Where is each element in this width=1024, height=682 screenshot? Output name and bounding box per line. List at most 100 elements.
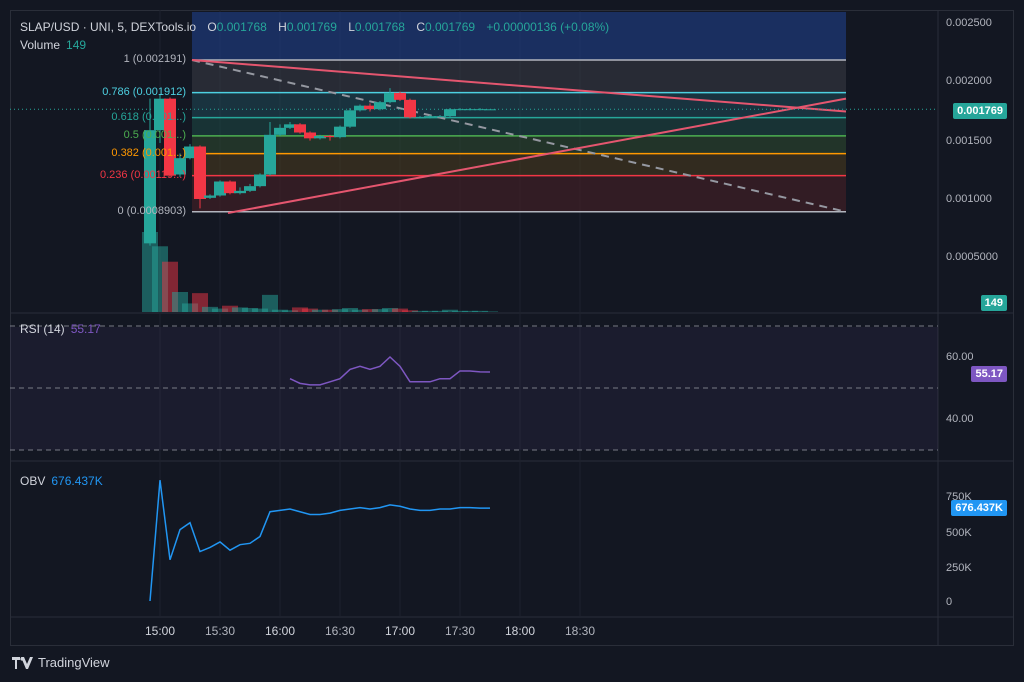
symbol-title[interactable]: SLAP/USD · UNI, 5, DEXTools.io (20, 20, 197, 34)
volume-bar (322, 309, 338, 312)
time-tick: 16:30 (324, 624, 356, 638)
volume-bar (422, 310, 438, 312)
candle-body (174, 158, 186, 175)
open-value: 0.001768 (216, 20, 267, 34)
rsi-tag: 55.17 (971, 366, 1007, 382)
brand-text: TradingView (38, 655, 110, 670)
candle-body (414, 117, 426, 119)
volume-legend[interactable]: Volume 149 (20, 38, 86, 52)
volume-bar (392, 308, 408, 312)
volume-bar (182, 303, 198, 312)
chart-frame (10, 10, 1014, 646)
volume-bar (282, 310, 298, 312)
close-label: C (416, 20, 425, 34)
tradingview-logo[interactable]: TradingView (12, 655, 110, 670)
fib-label: 0.786 (0.001912) (102, 85, 186, 98)
rsi-tick: 40.00 (946, 413, 974, 425)
volume-bar (222, 305, 238, 312)
candle-body (204, 195, 216, 198)
fib-zone (192, 92, 846, 118)
price-tick: 0.0005000 (946, 251, 998, 263)
volume-bar (372, 309, 388, 312)
candle-body (144, 130, 156, 244)
obv-label: OBV (20, 474, 46, 488)
high-value: 0.001769 (286, 20, 337, 34)
volume-bar (212, 308, 228, 312)
ascending-trendline (227, 97, 847, 214)
volume-bar (402, 310, 418, 312)
candle-body (354, 105, 366, 111)
price-tick: 0.001500 (946, 135, 992, 147)
descending-trendline (191, 59, 847, 113)
candle-body (454, 109, 466, 111)
fib-zone (192, 135, 846, 154)
obv-tick: 250K (946, 562, 972, 574)
open-label: O (207, 20, 217, 34)
fib-label: 0.382 (0.001...) (111, 146, 186, 159)
obv-tick: 0 (946, 596, 953, 608)
time-tick: 15:30 (204, 624, 236, 638)
candle-body (334, 126, 346, 138)
volume-bar (412, 310, 428, 312)
volume-bar (232, 307, 248, 312)
candle-body (224, 181, 236, 194)
time-tick: 18:30 (564, 624, 596, 638)
volume-bar (262, 294, 278, 312)
candle-body (424, 116, 436, 118)
volume-label: Volume (20, 38, 61, 52)
volume-bar (442, 309, 458, 312)
fib-label: 0.618 (0.001...) (111, 110, 186, 123)
volume-bar (432, 310, 448, 312)
fib-label: 0.5 (0.001...) (123, 128, 186, 141)
volume-bar (332, 309, 348, 312)
candle-body (464, 109, 476, 111)
candle-body (164, 98, 176, 176)
obv-legend[interactable]: OBV 676.437K (20, 474, 103, 488)
rsi-legend[interactable]: RSI (14) 55.17 (20, 322, 101, 336)
price-tick: 0.002000 (946, 75, 992, 87)
candle-body (314, 136, 326, 139)
volume-bar (242, 308, 258, 312)
change-value: +0.00000136 (+0.08%) (486, 20, 610, 34)
obv-tag: 676.437K (951, 500, 1007, 516)
candle-body (254, 174, 266, 187)
obv-line (149, 480, 491, 602)
candle-body (394, 92, 406, 100)
chart-canvas[interactable] (10, 10, 1014, 646)
rsi-line (289, 355, 491, 386)
volume-bar (292, 307, 308, 312)
low-label: L (348, 20, 355, 34)
volume-bar (362, 309, 378, 312)
time-tick: 17:00 (384, 624, 416, 638)
candle-body (364, 105, 376, 110)
high-label: H (278, 20, 287, 34)
candle-body (154, 98, 166, 131)
candle-body (384, 92, 396, 103)
rsi-value: 55.17 (70, 322, 101, 336)
candle-body (474, 109, 486, 111)
price-tick: 0.002500 (946, 17, 992, 29)
volume-bar (452, 310, 468, 312)
candle-body (244, 186, 256, 191)
candle-body (264, 134, 276, 175)
fib-zone (192, 60, 846, 93)
volume-bar (342, 308, 358, 312)
obv-value: 676.437K (51, 474, 103, 488)
candle-body (344, 110, 356, 127)
volume-bar (302, 308, 318, 312)
fib-zone (192, 175, 846, 212)
candle-body (324, 136, 336, 138)
volume-bar (312, 309, 328, 312)
volume-tag: 149 (980, 295, 1007, 311)
last-price-tag: 0.001769 (953, 103, 1007, 119)
rsi-tick: 60.00 (946, 351, 974, 363)
fib-label: 1 (0.002191) (123, 53, 186, 66)
volume-bar (252, 308, 268, 312)
fib-label: 0 (0.0008903) (117, 204, 187, 217)
fib-label: 0.236 (0.00119...) (99, 168, 186, 181)
candle-body (234, 190, 246, 194)
symbol-legend: SLAP/USD · UNI, 5, DEXTools.io O0.001768… (20, 20, 609, 34)
rsi-label: RSI (14) (20, 322, 65, 336)
candle-body (184, 146, 196, 159)
time-tick: 16:00 (264, 624, 296, 638)
